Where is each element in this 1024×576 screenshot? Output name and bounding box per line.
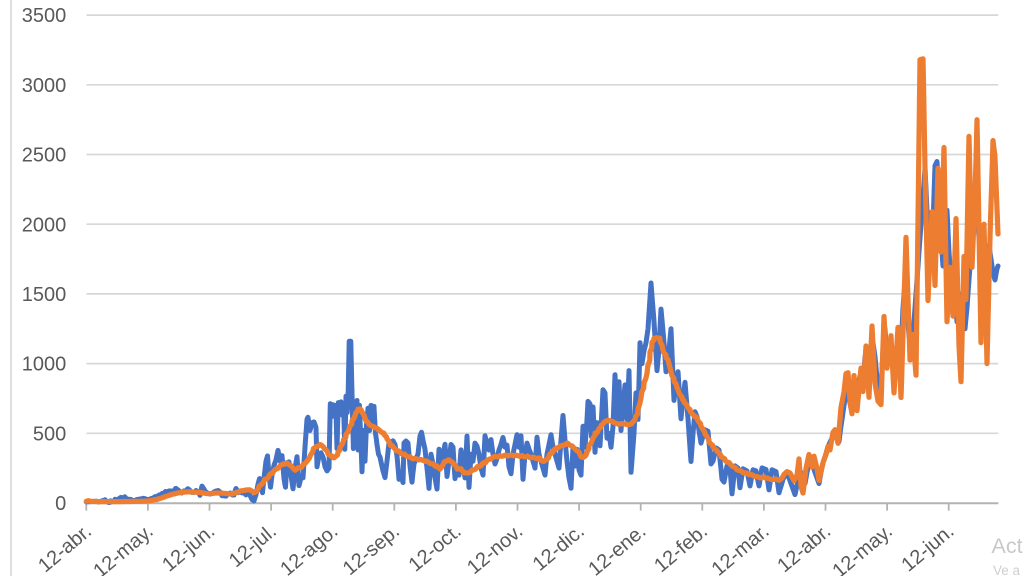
- svg-text:0: 0: [55, 493, 66, 515]
- svg-text:Ve a Configuración para activa: Ve a Configuración para activar Windows.: [993, 563, 1024, 576]
- svg-text:1500: 1500: [22, 284, 67, 306]
- svg-text:2000: 2000: [22, 214, 67, 236]
- svg-text:500: 500: [33, 423, 66, 445]
- svg-text:3000: 3000: [22, 75, 67, 97]
- svg-text:3500: 3500: [22, 5, 67, 27]
- svg-text:Activar Windows: Activar Windows: [992, 534, 1024, 558]
- svg-text:1000: 1000: [22, 354, 67, 376]
- svg-text:2500: 2500: [22, 145, 67, 167]
